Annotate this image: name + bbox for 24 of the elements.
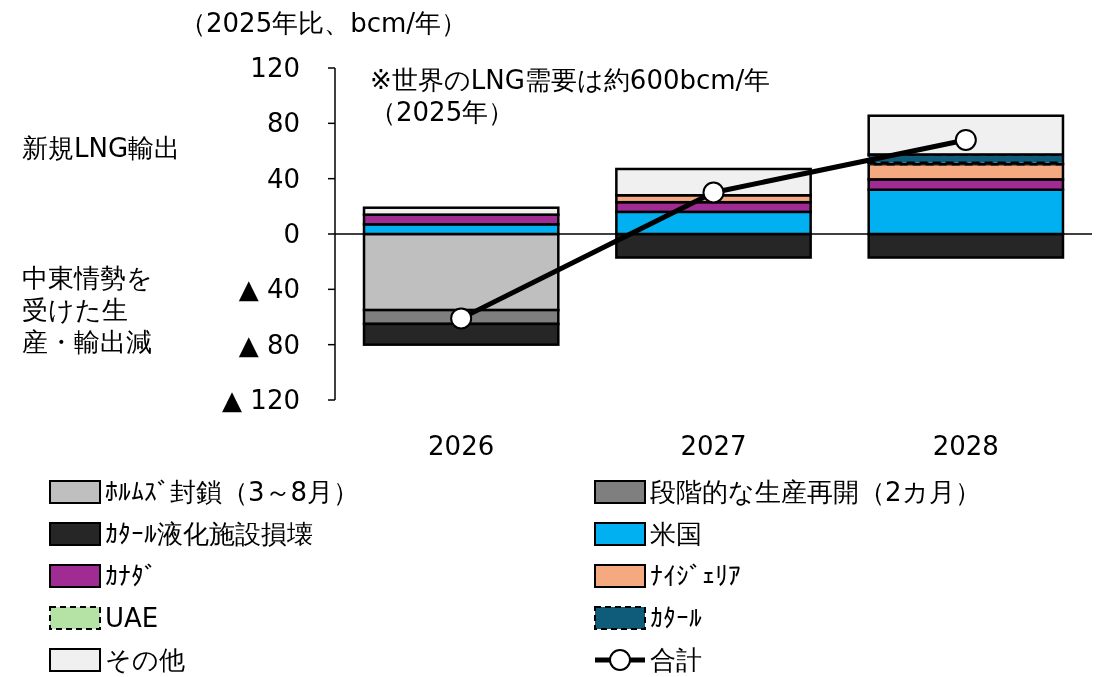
y-tick-label: ▲ 80 — [238, 329, 300, 360]
legend-label: ｶﾀｰﾙ — [650, 603, 702, 633]
legend-label: その他 — [105, 645, 185, 675]
y-tick-label: 120 — [250, 53, 300, 83]
annotation: ※世界のLNG需要は約600bcm/年（2025年） — [370, 64, 772, 128]
legend-label: ｶﾅﾀﾞ — [105, 561, 157, 591]
legend-label: UAE — [105, 603, 159, 633]
y-axis-title: （2025年比、bcm/年） — [180, 8, 468, 38]
legend-label: ｶﾀｰﾙ液化施設損壊 — [105, 519, 313, 549]
text: 新規LNG輸出 — [22, 132, 182, 164]
legend-label: ﾅｲｼﾞｪﾘｱ — [650, 561, 741, 591]
text: 中東情勢を受けた生産・輸出減 — [22, 262, 154, 358]
x-tick-label: 2028 — [932, 431, 999, 461]
y-tick-label: ▲ 120 — [222, 385, 300, 415]
y-tick-label: 40 — [266, 163, 300, 194]
legend-label: 米国 — [650, 519, 702, 549]
y-tick-label: ▲ 40 — [238, 274, 300, 305]
legend-label: ﾎﾙﾑｽﾞ封鎖（3～8月） — [105, 477, 360, 507]
legend-label: 合計 — [650, 645, 702, 675]
y-tick-label: 0 — [283, 219, 300, 249]
legend-label: 段階的な生産再開（2カ月） — [650, 477, 981, 507]
x-tick-label: 2027 — [680, 431, 747, 461]
y-tick-label: 80 — [266, 108, 300, 139]
x-tick-label: 2026 — [428, 431, 495, 461]
